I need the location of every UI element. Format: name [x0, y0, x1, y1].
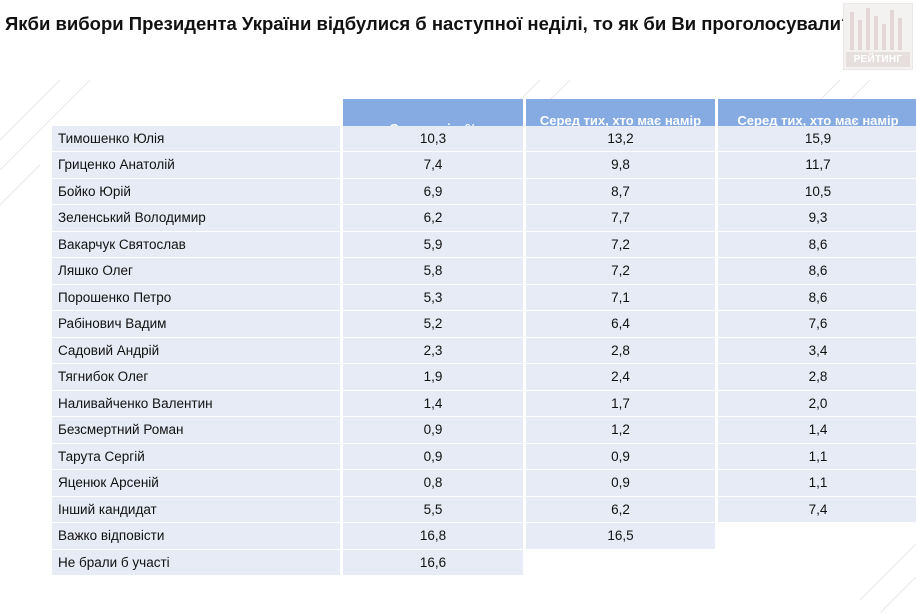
rating-logo: РЕЙТИНГ: [843, 3, 913, 70]
value-intend-and-decided: 9,3: [718, 205, 916, 232]
value-intend-and-decided: 8,6: [718, 258, 916, 285]
value-intend-to-vote: [526, 550, 715, 577]
value-intend-and-decided: 1,1: [718, 443, 916, 470]
candidate-name: Гриценко Анатолій: [52, 152, 340, 179]
value-intend-to-vote: 1,2: [526, 417, 715, 444]
candidate-name: Тягнибок Олег: [52, 364, 340, 391]
value-intend-to-vote: 7,7: [526, 205, 715, 232]
candidate-name: Інший кандидат: [52, 496, 340, 523]
value-intend-to-vote: 7,1: [526, 284, 715, 311]
value-all: 2,3: [343, 337, 523, 364]
value-all: 10,3: [343, 125, 523, 152]
value-intend-and-decided: 10,5: [718, 178, 916, 205]
value-intend-and-decided: 8,6: [718, 231, 916, 258]
value-intend-to-vote: 1,7: [526, 390, 715, 417]
value-all: 5,5: [343, 496, 523, 523]
value-all: 0,8: [343, 470, 523, 497]
value-intend-to-vote: 7,2: [526, 231, 715, 258]
value-intend-to-vote: 13,2: [526, 125, 715, 152]
value-intend-and-decided: 3,4: [718, 337, 916, 364]
value-all: 0,9: [343, 443, 523, 470]
value-intend-and-decided: 8,6: [718, 284, 916, 311]
value-all: 5,8: [343, 258, 523, 285]
value-all: 6,9: [343, 178, 523, 205]
page-title: Якби вибори Президента України відбулися…: [5, 13, 853, 34]
value-all: 16,6: [343, 549, 523, 576]
value-intend-to-vote: 16,5: [526, 523, 715, 550]
value-all: 6,2: [343, 205, 523, 232]
value-intend-and-decided: [718, 523, 916, 550]
candidate-name: Садовий Андрій: [52, 337, 340, 364]
poll-results-table: Серед усіх, % Серед тих, хто має намір г…: [52, 99, 916, 576]
value-intend-and-decided: 2,0: [718, 390, 916, 417]
candidate-name: Порошенко Петро: [52, 284, 340, 311]
value-all: 1,4: [343, 390, 523, 417]
value-all: 5,2: [343, 311, 523, 338]
candidate-name: Наливайченко Валентин: [52, 390, 340, 417]
value-all: 1,9: [343, 364, 523, 391]
candidate-name: Важко відповісти: [52, 523, 340, 550]
value-intend-to-vote: 0,9: [526, 470, 715, 497]
rating-logo-mark: [850, 8, 902, 50]
value-intend-and-decided: [718, 550, 916, 577]
value-intend-and-decided: 2,8: [718, 364, 916, 391]
candidate-name: Тарута Сергій: [52, 443, 340, 470]
value-intend-to-vote: 8,7: [526, 178, 715, 205]
candidate-name: Яценюк Арсеній: [52, 470, 340, 497]
candidate-name: Бойко Юрій: [52, 178, 340, 205]
value-all: 7,4: [343, 152, 523, 179]
candidate-name: Не брали б участі: [52, 549, 340, 576]
candidate-name: Зеленський Володимир: [52, 205, 340, 232]
rating-logo-text: РЕЙТИНГ: [846, 52, 910, 67]
value-intend-to-vote: 2,8: [526, 337, 715, 364]
value-intend-to-vote: 6,2: [526, 496, 715, 523]
value-intend-and-decided: 1,4: [718, 417, 916, 444]
candidate-name: Тимошенко Юлія: [52, 125, 340, 152]
value-intend-and-decided: 7,6: [718, 311, 916, 338]
value-all: 0,9: [343, 417, 523, 444]
value-intend-to-vote: 0,9: [526, 443, 715, 470]
value-intend-and-decided: 7,4: [718, 496, 916, 523]
value-intend-to-vote: 6,4: [526, 311, 715, 338]
value-intend-and-decided: 1,1: [718, 470, 916, 497]
value-intend-and-decided: 11,7: [718, 152, 916, 179]
value-intend-to-vote: 2,4: [526, 364, 715, 391]
candidate-name: Ляшко Олег: [52, 258, 340, 285]
value-all: 16,8: [343, 523, 523, 550]
candidate-name: Безсмертний Роман: [52, 417, 340, 444]
value-all: 5,3: [343, 284, 523, 311]
candidate-name: Вакарчук Святослав: [52, 231, 340, 258]
value-intend-to-vote: 7,2: [526, 258, 715, 285]
value-all: 5,9: [343, 231, 523, 258]
value-intend-to-vote: 9,8: [526, 152, 715, 179]
value-intend-and-decided: 15,9: [718, 125, 916, 152]
candidate-name: Рабінович Вадим: [52, 311, 340, 338]
